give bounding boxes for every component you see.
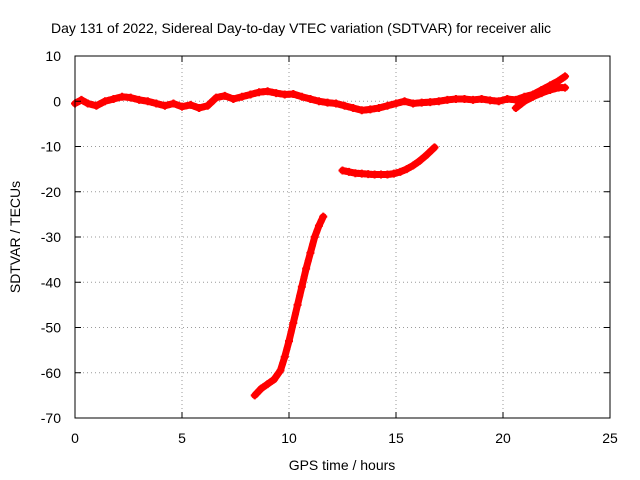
y-tick-label: -40 — [41, 274, 61, 290]
series-steep-rise — [250, 212, 328, 400]
series-late-branch — [511, 83, 570, 113]
x-tick-label: 0 — [71, 430, 79, 446]
data-point — [561, 83, 570, 92]
x-tick-labels: 0 5 10 15 20 25 — [71, 430, 618, 446]
y-tick-label: -70 — [41, 410, 61, 426]
x-axis-label: GPS time / hours — [289, 457, 396, 473]
y-tick-label: -20 — [41, 184, 61, 200]
x-tick-label: 15 — [388, 430, 404, 446]
series-main-band — [71, 72, 570, 115]
data-point — [430, 143, 439, 152]
y-tick-label: 10 — [45, 48, 61, 64]
y-axis-label: SDTVAR / TECUs — [7, 181, 23, 293]
data-point — [561, 72, 570, 81]
x-tick-label: 20 — [495, 430, 511, 446]
y-tick-label: -50 — [41, 320, 61, 336]
series-mid-arc — [338, 143, 439, 179]
x-tick-label: 25 — [602, 430, 618, 446]
y-tick-label: -10 — [41, 139, 61, 155]
y-tick-label: 0 — [53, 93, 61, 109]
axis-ticks — [74, 55, 611, 419]
y-tick-label: -30 — [41, 229, 61, 245]
grid — [75, 56, 610, 418]
x-tick-label: 10 — [281, 430, 297, 446]
data-point — [319, 212, 328, 221]
y-tick-labels: 10 0 -10 -20 -30 -40 -50 -60 -70 — [41, 48, 61, 426]
data-points — [71, 72, 570, 400]
x-tick-label: 5 — [178, 430, 186, 446]
y-tick-label: -60 — [41, 365, 61, 381]
chart-title: Day 131 of 2022, Sidereal Day-to-day VTE… — [51, 20, 551, 36]
